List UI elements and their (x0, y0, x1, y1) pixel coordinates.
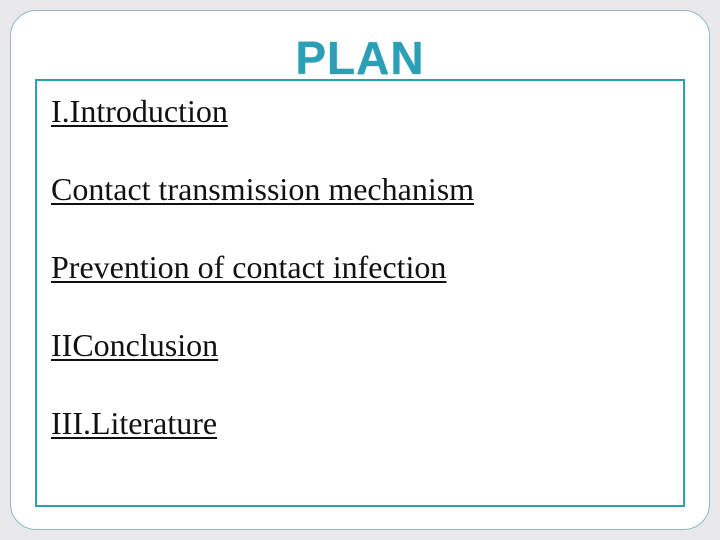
slide-card: PLAN I.Introduction Contact transmission… (10, 10, 710, 530)
plan-item: Contact transmission mechanism (51, 169, 669, 209)
plan-item: IIConclusion (51, 325, 669, 365)
slide-background: PLAN I.Introduction Contact transmission… (0, 0, 720, 540)
plan-item: Prevention of contact infection (51, 247, 669, 287)
plan-list-box: I.Introduction Contact transmission mech… (35, 79, 685, 507)
plan-item: III.Literature (51, 403, 669, 443)
slide-title: PLAN (11, 31, 709, 85)
plan-item: I.Introduction (51, 91, 669, 131)
